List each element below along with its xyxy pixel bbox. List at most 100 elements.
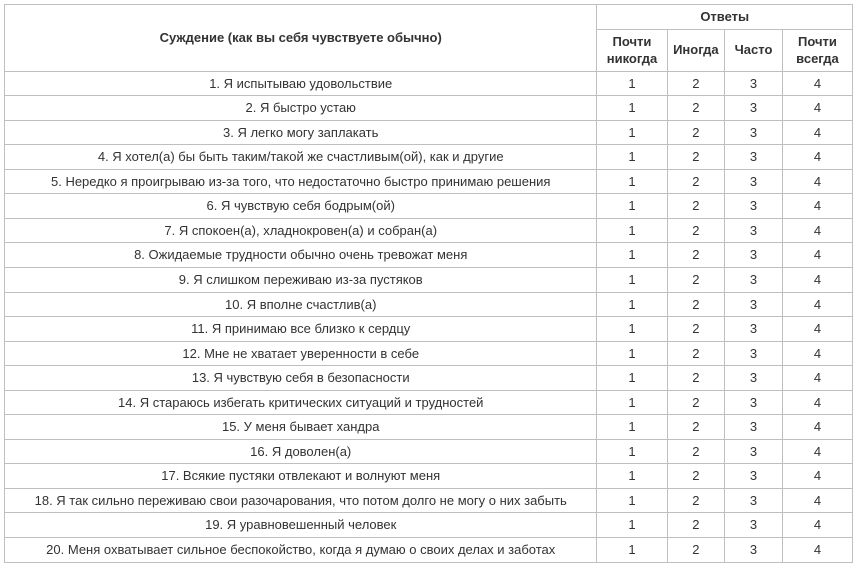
value-cell: 4 — [782, 390, 852, 415]
value-cell: 4 — [782, 439, 852, 464]
value-cell: 1 — [597, 194, 667, 219]
value-cell: 4 — [782, 71, 852, 96]
statement-cell: 9. Я слишком переживаю из-за пустяков — [5, 268, 597, 293]
value-cell: 3 — [725, 120, 783, 145]
value-cell: 1 — [597, 464, 667, 489]
value-cell: 2 — [667, 464, 725, 489]
questionnaire-table: Суждение (как вы себя чувствуете обычно)… — [4, 4, 853, 563]
value-cell: 3 — [725, 538, 783, 563]
value-cell: 2 — [667, 439, 725, 464]
value-cell: 2 — [667, 194, 725, 219]
value-cell: 4 — [782, 538, 852, 563]
table-row: 18. Я так сильно переживаю свои разочаро… — [5, 488, 853, 513]
statement-cell: 18. Я так сильно переживаю свои разочаро… — [5, 488, 597, 513]
value-cell: 4 — [782, 317, 852, 342]
table-row: 2. Я быстро устаю1234 — [5, 96, 853, 121]
value-cell: 1 — [597, 292, 667, 317]
value-cell: 4 — [782, 243, 852, 268]
value-cell: 4 — [782, 120, 852, 145]
value-cell: 4 — [782, 341, 852, 366]
value-cell: 2 — [667, 415, 725, 440]
value-cell: 1 — [597, 268, 667, 293]
value-cell: 4 — [782, 145, 852, 170]
statement-cell: 17. Всякие пустяки отвлекают и волнуют м… — [5, 464, 597, 489]
value-cell: 2 — [667, 513, 725, 538]
value-cell: 1 — [597, 145, 667, 170]
statement-cell: 10. Я вполне счастлив(а) — [5, 292, 597, 317]
value-cell: 1 — [597, 218, 667, 243]
statement-cell: 4. Я хотел(а) бы быть таким/такой же сча… — [5, 145, 597, 170]
value-cell: 4 — [782, 96, 852, 121]
value-cell: 1 — [597, 513, 667, 538]
header-answer-2: Часто — [725, 29, 783, 71]
table-row: 1. Я испытываю удовольствие1234 — [5, 71, 853, 96]
value-cell: 4 — [782, 464, 852, 489]
value-cell: 4 — [782, 366, 852, 391]
statement-cell: 5. Нередко я проигрываю из-за того, что … — [5, 169, 597, 194]
statement-cell: 14. Я стараюсь избегать критических ситу… — [5, 390, 597, 415]
value-cell: 2 — [667, 366, 725, 391]
value-cell: 1 — [597, 439, 667, 464]
value-cell: 2 — [667, 390, 725, 415]
value-cell: 3 — [725, 341, 783, 366]
value-cell: 4 — [782, 218, 852, 243]
table-row: 15. У меня бывает хандра1234 — [5, 415, 853, 440]
value-cell: 3 — [725, 218, 783, 243]
value-cell: 2 — [667, 145, 725, 170]
statement-cell: 13. Я чувствую себя в безопасности — [5, 366, 597, 391]
value-cell: 2 — [667, 488, 725, 513]
value-cell: 2 — [667, 96, 725, 121]
table-row: 9. Я слишком переживаю из-за пустяков123… — [5, 268, 853, 293]
value-cell: 3 — [725, 194, 783, 219]
statement-cell: 12. Мне не хватает уверенности в себе — [5, 341, 597, 366]
statement-cell: 15. У меня бывает хандра — [5, 415, 597, 440]
table-row: 12. Мне не хватает уверенности в себе123… — [5, 341, 853, 366]
table-row: 20. Меня охватывает сильное беспокойство… — [5, 538, 853, 563]
value-cell: 1 — [597, 96, 667, 121]
statement-cell: 3. Я легко могу заплакать — [5, 120, 597, 145]
table-row: 11. Я принимаю все близко к сердцу1234 — [5, 317, 853, 342]
table-body: 1. Я испытываю удовольствие12342. Я быст… — [5, 71, 853, 562]
table-row: 17. Всякие пустяки отвлекают и волнуют м… — [5, 464, 853, 489]
value-cell: 3 — [725, 71, 783, 96]
value-cell: 1 — [597, 538, 667, 563]
value-cell: 3 — [725, 366, 783, 391]
value-cell: 4 — [782, 268, 852, 293]
value-cell: 2 — [667, 218, 725, 243]
value-cell: 3 — [725, 317, 783, 342]
header-statement: Суждение (как вы себя чувствуете обычно) — [5, 5, 597, 72]
statement-cell: 7. Я спокоен(а), хладнокровен(а) и собра… — [5, 218, 597, 243]
value-cell: 2 — [667, 341, 725, 366]
value-cell: 4 — [782, 169, 852, 194]
header-answer-3: Почти всегда — [782, 29, 852, 71]
value-cell: 3 — [725, 145, 783, 170]
table-row: 3. Я легко могу заплакать1234 — [5, 120, 853, 145]
value-cell: 2 — [667, 317, 725, 342]
value-cell: 3 — [725, 169, 783, 194]
value-cell: 1 — [597, 120, 667, 145]
value-cell: 4 — [782, 415, 852, 440]
header-answers-group: Ответы — [597, 5, 853, 30]
value-cell: 3 — [725, 513, 783, 538]
value-cell: 2 — [667, 538, 725, 563]
value-cell: 3 — [725, 439, 783, 464]
statement-cell: 16. Я доволен(а) — [5, 439, 597, 464]
value-cell: 3 — [725, 488, 783, 513]
value-cell: 1 — [597, 390, 667, 415]
header-answer-1: Иногда — [667, 29, 725, 71]
value-cell: 1 — [597, 366, 667, 391]
table-row: 14. Я стараюсь избегать критических ситу… — [5, 390, 853, 415]
value-cell: 4 — [782, 513, 852, 538]
value-cell: 1 — [597, 488, 667, 513]
table-row: 16. Я доволен(а)1234 — [5, 439, 853, 464]
value-cell: 2 — [667, 268, 725, 293]
value-cell: 3 — [725, 243, 783, 268]
value-cell: 3 — [725, 390, 783, 415]
value-cell: 4 — [782, 194, 852, 219]
value-cell: 4 — [782, 292, 852, 317]
value-cell: 2 — [667, 169, 725, 194]
statement-cell: 1. Я испытываю удовольствие — [5, 71, 597, 96]
value-cell: 1 — [597, 415, 667, 440]
value-cell: 2 — [667, 71, 725, 96]
value-cell: 3 — [725, 292, 783, 317]
